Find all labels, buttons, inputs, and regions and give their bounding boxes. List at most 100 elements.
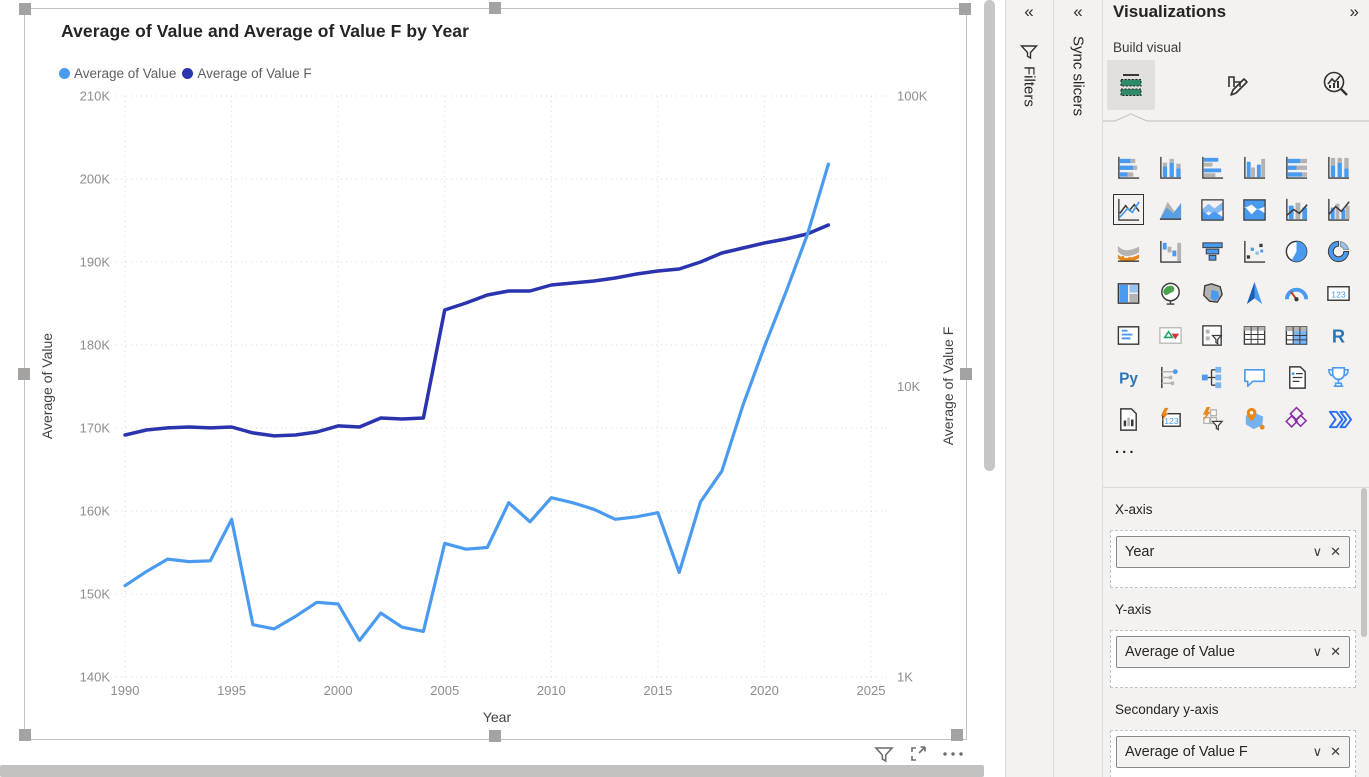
stacked-area-chart-icon[interactable] [1191,188,1233,230]
stacked-column-chart-icon[interactable] [1149,146,1191,188]
remove-field-icon[interactable]: ✕ [1330,644,1341,659]
key-influencers-icon[interactable] [1149,356,1191,398]
svg-text:160K: 160K [80,504,111,519]
well-dropzone[interactable]: Average of Value F ∨ ✕ [1110,730,1356,777]
azure-map-icon[interactable] [1233,272,1275,314]
pane-scrollbar[interactable] [1361,488,1367,637]
chevron-down-icon[interactable]: ∨ [1312,644,1323,659]
filter-funnel-icon[interactable] [873,743,895,765]
remove-field-icon[interactable]: ✕ [1330,544,1341,559]
canvas-vertical-scrollbar[interactable] [984,0,995,471]
power-apps-icon[interactable] [1275,398,1317,440]
line-and-stacked-column-chart-icon[interactable] [1275,188,1317,230]
filled-map-icon[interactable] [1191,272,1233,314]
svg-text:Average of Value: Average of Value [39,333,55,439]
legend-item: Average of Value F [182,66,312,81]
multi-row-card-icon[interactable] [1107,314,1149,356]
line-chart-visual[interactable]: Average of Value and Average of Value F … [24,8,967,740]
python-visual-icon[interactable]: Py [1107,356,1149,398]
line-chart-icon[interactable] [1107,188,1149,230]
collapse-visualizations-icon[interactable]: » [1349,2,1359,21]
map-icon[interactable] [1149,272,1191,314]
focus-mode-icon[interactable] [907,743,929,765]
resize-handle-bottom-center[interactable] [489,730,501,742]
dynamic-slicer-icon[interactable] [1191,398,1233,440]
filter-funnel-icon [1019,45,1039,60]
100-stacked-area-chart-icon[interactable] [1233,188,1275,230]
svg-text:2010: 2010 [537,683,566,698]
dynamic-card-icon[interactable]: 123 [1149,398,1191,440]
canvas-horizontal-scrollbar[interactable] [0,765,984,777]
line-and-clustered-column-chart-icon[interactable] [1317,188,1359,230]
field-pill[interactable]: Average of Value ∨ ✕ [1116,636,1350,668]
treemap-icon[interactable] [1107,272,1149,314]
resize-handle-left[interactable] [18,368,30,380]
resize-handle-top-left[interactable] [19,3,31,15]
table-icon[interactable] [1233,314,1275,356]
more-options-icon[interactable] [941,743,965,765]
svg-text:200K: 200K [80,172,111,187]
tab-build-visual[interactable] [1107,60,1155,110]
kpi-icon[interactable] [1149,314,1191,356]
scatter-chart-icon[interactable] [1233,230,1275,272]
svg-text:150K: 150K [80,587,111,602]
metrics-icon[interactable] [1317,356,1359,398]
tab-analytics[interactable] [1312,60,1360,110]
chevron-down-icon[interactable]: ∨ [1312,544,1323,559]
100-stacked-column-chart-icon[interactable] [1317,146,1359,188]
clustered-column-chart-icon[interactable] [1233,146,1275,188]
power-automate-icon[interactable] [1317,398,1359,440]
clustered-bar-chart-icon[interactable] [1191,146,1233,188]
funnel-chart-icon[interactable] [1191,230,1233,272]
card-icon[interactable]: 123 [1317,272,1359,314]
arcgis-map-icon[interactable] [1233,398,1275,440]
legend-label: Average of Value [74,66,177,81]
smart-narrative-icon[interactable] [1275,356,1317,398]
area-chart-icon[interactable] [1149,188,1191,230]
field-pill[interactable]: Year ∨ ✕ [1116,536,1350,568]
report-canvas[interactable]: Average of Value and Average of Value F … [0,0,1005,777]
sync-slicers-pane-label: Sync slicers [1069,36,1087,117]
well-dropzone[interactable]: Average of Value ∨ ✕ [1110,630,1356,688]
resize-handle-top-right[interactable] [959,3,971,15]
tab-underline [1103,113,1369,122]
svg-text:2025: 2025 [857,683,886,698]
resize-handle-top-center[interactable] [489,2,501,14]
svg-text:R: R [1331,325,1344,346]
field-pill-label: Average of Value [1125,644,1235,660]
resize-handle-bottom-right[interactable] [951,729,963,741]
svg-text:210K: 210K [80,89,111,104]
field-pill[interactable]: Average of Value F ∨ ✕ [1116,736,1350,768]
expand-sync-slicers-icon[interactable]: « [1073,2,1083,21]
visual-type-grid: 123 R Py 123 [1107,146,1365,440]
sync-slicers-pane-collapsed[interactable]: « Sync slicers [1054,0,1102,777]
tab-format-visual[interactable] [1212,60,1260,110]
more-visuals-button[interactable]: ... [1115,440,1137,457]
donut-chart-icon[interactable] [1317,230,1359,272]
analytics-icon [1323,71,1348,96]
well-label-y-axis: Y-axis [1115,602,1152,617]
ribbon-chart-icon[interactable] [1107,230,1149,272]
side-panes: « Filters « Sync slicers Visualizations … [1005,0,1369,777]
well-dropzone[interactable]: Year ∨ ✕ [1110,530,1356,588]
legend-dot [182,68,194,79]
stacked-bar-chart-icon[interactable] [1107,146,1149,188]
build-visual-icon [1120,74,1142,97]
matrix-icon[interactable] [1275,314,1317,356]
waterfall-chart-icon[interactable] [1149,230,1191,272]
pie-chart-icon[interactable] [1275,230,1317,272]
paginated-report-icon[interactable] [1107,398,1149,440]
expand-filters-icon[interactable]: « [1024,2,1034,21]
r-script-visual-icon[interactable]: R [1317,314,1359,356]
chevron-down-icon[interactable]: ∨ [1312,744,1323,759]
decomposition-tree-icon[interactable] [1191,356,1233,398]
resize-handle-bottom-left[interactable] [19,729,31,741]
filters-pane-collapsed[interactable]: « Filters [1005,0,1053,777]
remove-field-icon[interactable]: ✕ [1330,744,1341,759]
visual-title: Average of Value and Average of Value F … [61,21,470,41]
100-stacked-bar-chart-icon[interactable] [1275,146,1317,188]
resize-handle-right[interactable] [960,368,972,380]
slicer-icon[interactable] [1191,314,1233,356]
gauge-icon[interactable] [1275,272,1317,314]
q-and-a-icon[interactable] [1233,356,1275,398]
